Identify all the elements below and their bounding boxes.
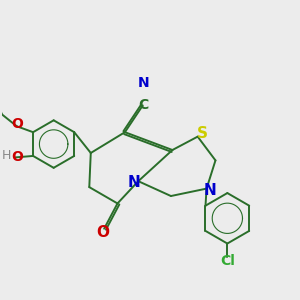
Text: H: H xyxy=(2,149,11,162)
Text: O: O xyxy=(11,150,23,164)
Text: N: N xyxy=(138,76,149,90)
Text: N: N xyxy=(203,183,216,198)
Text: O: O xyxy=(96,225,109,240)
Text: C: C xyxy=(138,98,148,112)
Text: O: O xyxy=(11,117,23,131)
Text: N: N xyxy=(128,175,141,190)
Text: S: S xyxy=(196,126,208,141)
Text: Cl: Cl xyxy=(220,254,235,268)
